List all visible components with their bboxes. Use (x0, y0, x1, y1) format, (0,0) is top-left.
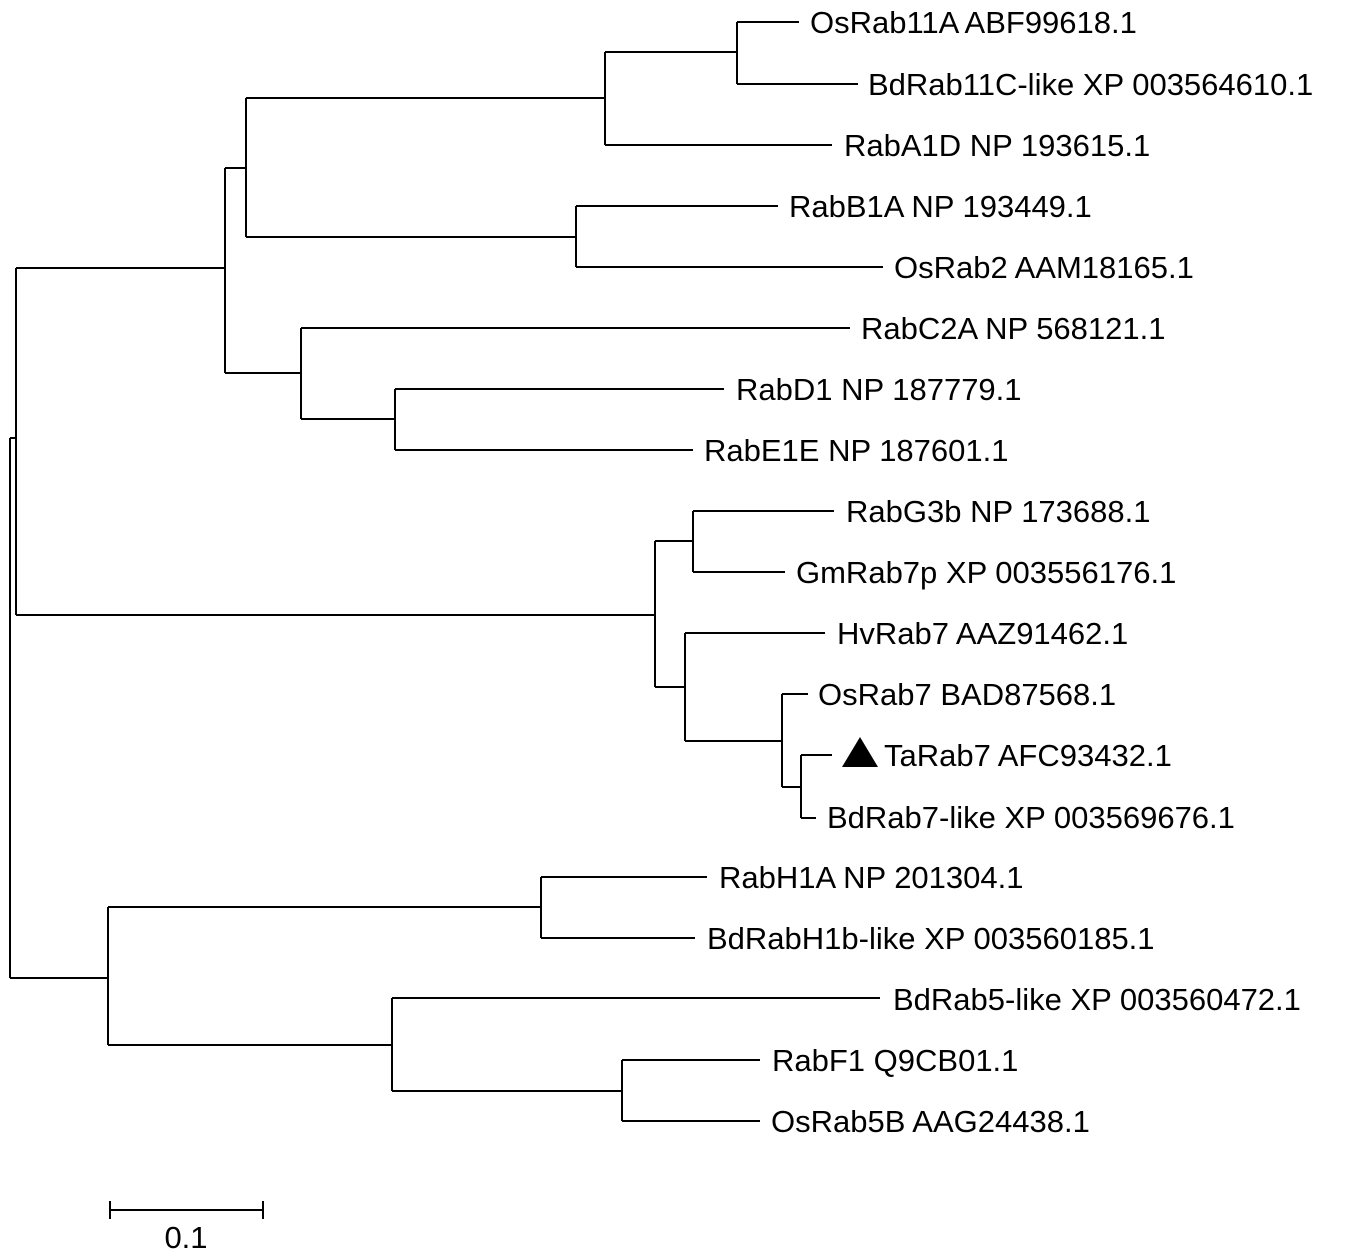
leaf-label-hvrab7: HvRab7 AAZ91462.1 (837, 616, 1128, 651)
leaf-label-rabe1e: RabE1E NP 187601.1 (704, 433, 1009, 468)
leaf-label-osrab2: OsRab2 AAM18165.1 (894, 250, 1194, 285)
leaf-label-osrab5b: OsRab5B AAG24438.1 (771, 1104, 1090, 1139)
leaf-labels: OsRab11A ABF99618.1 BdRab11C-like XP 003… (704, 5, 1313, 1139)
leaf-label-rabb1a: RabB1A NP 193449.1 (789, 189, 1092, 224)
leaf-label-rabg3b: RabG3b NP 173688.1 (846, 494, 1151, 529)
leaf-label-rabf1: RabF1 Q9CB01.1 (772, 1043, 1018, 1078)
scale-bar: 0.1 (109, 1201, 264, 1255)
scale-bar-label: 0.1 (164, 1220, 207, 1255)
highlight-triangle-icon (842, 737, 878, 767)
leaf-label-tarab7: TaRab7 AFC93432.1 (884, 738, 1172, 773)
leaf-label-rabh1a: RabH1A NP 201304.1 (719, 860, 1024, 895)
leaf-label-bdrab5-like: BdRab5-like XP 003560472.1 (893, 982, 1301, 1017)
leaf-label-bdrab7-like: BdRab7-like XP 003569676.1 (827, 800, 1235, 835)
leaf-label-osrab7: OsRab7 BAD87568.1 (818, 677, 1116, 712)
tree-branches (9, 21, 883, 1122)
leaf-label-rabd1: RabD1 NP 187779.1 (736, 372, 1022, 407)
leaf-label-bdrab11c-like: BdRab11C-like XP 003564610.1 (868, 67, 1313, 102)
leaf-label-rabc2a: RabC2A NP 568121.1 (861, 311, 1166, 346)
leaf-label-gmrab7p: GmRab7p XP 003556176.1 (796, 555, 1176, 590)
leaf-label-osrab11a: OsRab11A ABF99618.1 (810, 5, 1137, 40)
leaf-label-bdrabh1b-like: BdRabH1b-like XP 003560185.1 (707, 921, 1155, 956)
leaf-label-raba1d: RabA1D NP 193615.1 (844, 128, 1150, 163)
